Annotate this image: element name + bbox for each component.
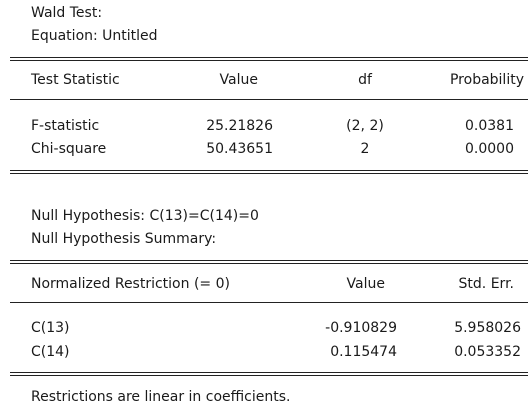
footer-note: Restrictions are linear in coefficients. (31, 389, 291, 405)
table-cell-probability: 0.0000 (465, 141, 514, 157)
column-header-test-statistic: Test Statistic (31, 72, 120, 88)
divider (10, 60, 528, 61)
output-title: Wald Test: (31, 5, 103, 21)
column-header-df: df (358, 72, 372, 88)
divider (10, 302, 528, 303)
table-cell-value: 50.43651 (206, 141, 273, 157)
table-cell-df: (2, 2) (346, 118, 384, 134)
table-row-label: Chi-square (31, 141, 107, 157)
table-cell-value: 0.115474 (330, 344, 397, 360)
table-row-label: C(13) (31, 320, 70, 336)
table-cell-std-err: 5.958026 (454, 320, 521, 336)
divider (10, 170, 528, 171)
column-header-std-err: Std. Err. (458, 276, 514, 292)
table-cell-df: 2 (360, 141, 370, 157)
table-cell-probability: 0.0381 (465, 118, 514, 134)
table-cell-value: -0.910829 (325, 320, 397, 336)
null-hypothesis: Null Hypothesis: C(13)=C(14)=0 (31, 208, 259, 224)
null-hypothesis-summary: Null Hypothesis Summary: (31, 231, 217, 247)
divider (10, 260, 528, 261)
divider (10, 372, 528, 373)
divider (10, 375, 528, 376)
column-header-restriction: Normalized Restriction (= 0) (31, 276, 230, 292)
table-cell-std-err: 0.053352 (454, 344, 521, 360)
divider (10, 57, 528, 58)
divider (10, 173, 528, 174)
column-header-probability: Probability (449, 72, 524, 88)
table-row-label: C(14) (31, 344, 70, 360)
equation-label: Equation: Untitled (31, 28, 158, 44)
column-header-value: Value (346, 276, 385, 292)
divider (10, 99, 528, 100)
divider (10, 263, 528, 264)
column-header-value: Value (219, 72, 258, 88)
table-cell-value: 25.21826 (206, 118, 273, 134)
table-row-label: F-statistic (31, 118, 100, 134)
